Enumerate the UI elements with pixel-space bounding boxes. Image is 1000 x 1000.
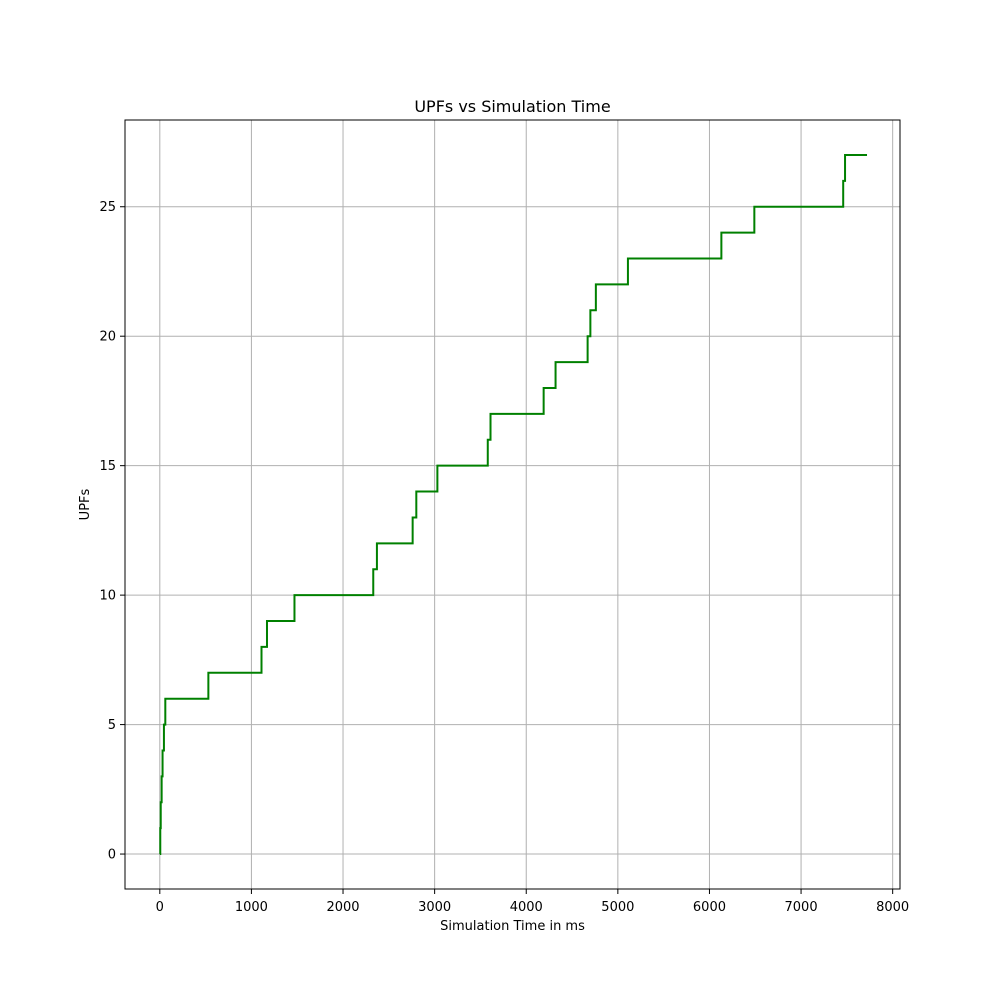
x-tick-label: 7000 [785,900,818,915]
chart-title: UPFs vs Simulation Time [414,97,610,116]
y-axis-ticks: 0 5 10 15 20 25 [99,200,125,863]
y-tick-label: 20 [99,330,116,345]
x-tick-label: 4000 [510,900,543,915]
y-axis-label: UPFs [78,488,93,520]
x-axis-label: Simulation Time in ms [440,919,585,934]
plot-frame [124,119,901,890]
x-tick-label: 1000 [235,900,268,915]
y-tick-label: 0 [108,848,116,863]
series-line [159,153,868,856]
x-tick-label: 8000 [876,900,909,915]
plot-data [159,153,868,856]
x-tick-label: 0 [156,900,164,915]
grid-lines [125,120,900,889]
x-tick-label: 2000 [326,900,359,915]
y-tick-label: 25 [99,200,116,215]
y-tick-label: 10 [99,589,116,604]
y-tick-label: 5 [108,718,116,733]
x-axis-ticks: 0 1000 2000 3000 4000 5000 6000 7000 8000 [156,889,909,915]
x-tick-label: 3000 [418,900,451,915]
y-tick-label: 15 [99,459,116,474]
x-tick-label: 5000 [601,900,634,915]
x-tick-label: 6000 [693,900,726,915]
